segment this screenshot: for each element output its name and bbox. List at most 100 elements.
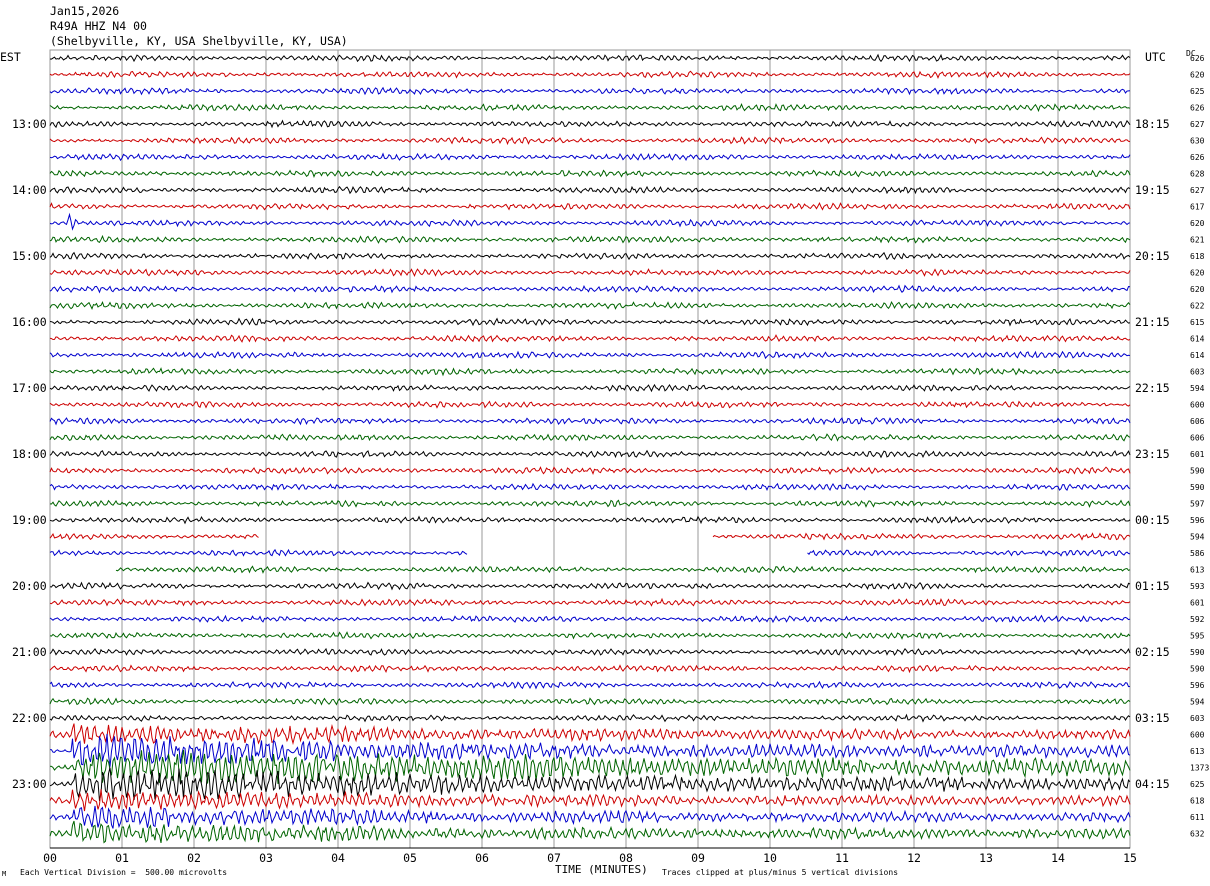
x-tick-label: 09	[691, 851, 705, 865]
dc-offset-label: 603	[1190, 714, 1205, 723]
left-hour-label: 17:00	[12, 381, 47, 395]
dc-offset-label: 614	[1190, 335, 1205, 344]
dc-offset-label: 597	[1190, 500, 1205, 509]
dc-offset-label: 626	[1190, 104, 1205, 113]
x-tick-label: 08	[619, 851, 633, 865]
minute-gridlines	[49, 49, 1131, 849]
trace-line-23	[49, 433, 1131, 442]
corner-mark: M	[2, 870, 7, 878]
x-tick-label: 02	[187, 851, 201, 865]
dc-offset-label: 594	[1190, 533, 1205, 542]
trace-line-35	[49, 631, 1131, 640]
dc-offset-label: 628	[1190, 170, 1205, 179]
trace-line-25	[49, 466, 1131, 476]
dc-offset-label: 596	[1190, 681, 1205, 690]
right-hour-label: 01:15	[1135, 579, 1170, 593]
left-hour-label: 22:00	[12, 711, 47, 725]
trace-line-46	[49, 805, 1131, 829]
trace-line-6	[49, 152, 1131, 162]
dc-offset-label: 1373	[1190, 764, 1209, 773]
right-hour-label: 03:15	[1135, 711, 1170, 725]
dc-offset-label: 593	[1190, 582, 1205, 591]
left-hour-label: 21:00	[12, 645, 47, 659]
x-tick-label: 00	[43, 851, 57, 865]
trace-line-45	[49, 789, 1131, 812]
left-hour-label: 18:00	[12, 447, 47, 461]
dc-offset-label: 620	[1190, 285, 1205, 294]
dc-offset-label: 630	[1190, 137, 1205, 146]
x-tick-label: 04	[331, 851, 345, 865]
trace-line-24	[49, 449, 1131, 459]
right-hour-label: 00:15	[1135, 513, 1170, 527]
dc-offset-label: 622	[1190, 302, 1205, 311]
dc-offset-header: DC	[1186, 49, 1196, 58]
left-hour-label: 19:00	[12, 513, 47, 527]
trace-line-16	[49, 317, 1131, 327]
x-tick-label: 07	[547, 851, 561, 865]
x-tick-label: 11	[835, 851, 849, 865]
trace-line-30	[49, 548, 1131, 557]
right-hour-label: 20:15	[1135, 249, 1170, 263]
left-hour-label: 20:00	[12, 579, 47, 593]
trace-line-32	[49, 581, 1131, 591]
dc-offset-label: 627	[1190, 186, 1205, 195]
x-tick-label: 13	[979, 851, 993, 865]
right-hour-label: 22:15	[1135, 381, 1170, 395]
trace-line-10	[49, 212, 1131, 231]
dc-offset-label: 590	[1190, 648, 1205, 657]
dc-offset-label: 590	[1190, 665, 1205, 674]
dc-offset-label: 615	[1190, 318, 1205, 327]
trace-line-33	[49, 597, 1131, 607]
dc-offset-label: 614	[1190, 351, 1205, 360]
dc-offset-label: 603	[1190, 368, 1205, 377]
right-hour-label: 23:15	[1135, 447, 1170, 461]
seismic-traces	[49, 53, 1131, 844]
left-hour-label: 13:00	[12, 117, 47, 131]
trace-line-5	[49, 136, 1131, 146]
dc-offset-label: 595	[1190, 632, 1205, 641]
dc-offset-label: 621	[1190, 236, 1205, 245]
trace-line-21	[49, 400, 1131, 409]
trace-line-9	[49, 202, 1131, 211]
trace-line-28	[49, 515, 1131, 525]
dc-offset-label: 600	[1190, 401, 1205, 410]
x-axis-title: TIME (MINUTES)	[555, 863, 648, 876]
dc-offset-label: 596	[1190, 516, 1205, 525]
dc-offset-label: 601	[1190, 599, 1205, 608]
axis-labels: 626 620 625 626 627 630 626 628 627 617 620 621 618 6…	[12, 54, 1209, 865]
plot-frame	[49, 49, 1131, 849]
trace-line-37	[49, 664, 1131, 674]
trace-line-19	[49, 367, 1131, 377]
dc-offset-label: 590	[1190, 467, 1205, 476]
right-hour-label: 02:15	[1135, 645, 1170, 659]
dc-offset-label: 601	[1190, 450, 1205, 459]
left-timezone-label: EST	[0, 50, 21, 64]
x-tick-label: 12	[907, 851, 921, 865]
dc-offset-label: 620	[1190, 71, 1205, 80]
vertical-division-note: Each Vertical Division = 500.00 microvol…	[20, 868, 228, 877]
trace-line-4	[49, 119, 1131, 129]
trace-line-18	[49, 350, 1131, 360]
clipping-note: Traces clipped at plus/minus 5 vertical …	[662, 868, 899, 877]
trace-line-15	[49, 300, 1131, 310]
left-hour-label: 16:00	[12, 315, 47, 329]
x-tick-label: 01	[115, 851, 129, 865]
dc-offset-label: 620	[1190, 219, 1205, 228]
dc-offset-label: 594	[1190, 384, 1205, 393]
trace-line-47	[49, 820, 1131, 844]
dc-offset-label: 625	[1190, 87, 1205, 96]
x-tick-label: 06	[475, 851, 489, 865]
dc-offset-label: 611	[1190, 813, 1205, 822]
dc-offset-label: 600	[1190, 731, 1205, 740]
trace-line-44	[49, 767, 1131, 802]
dc-offset-label: 618	[1190, 797, 1205, 806]
trace-line-8	[49, 185, 1131, 195]
right-hour-label: 21:15	[1135, 315, 1170, 329]
trace-line-42	[49, 733, 1131, 767]
dc-offset-label: 617	[1190, 203, 1205, 212]
trace-line-17	[49, 334, 1131, 343]
dc-offset-label: 606	[1190, 434, 1205, 443]
dc-offset-label: 626	[1190, 54, 1205, 63]
trace-line-12	[49, 251, 1131, 261]
